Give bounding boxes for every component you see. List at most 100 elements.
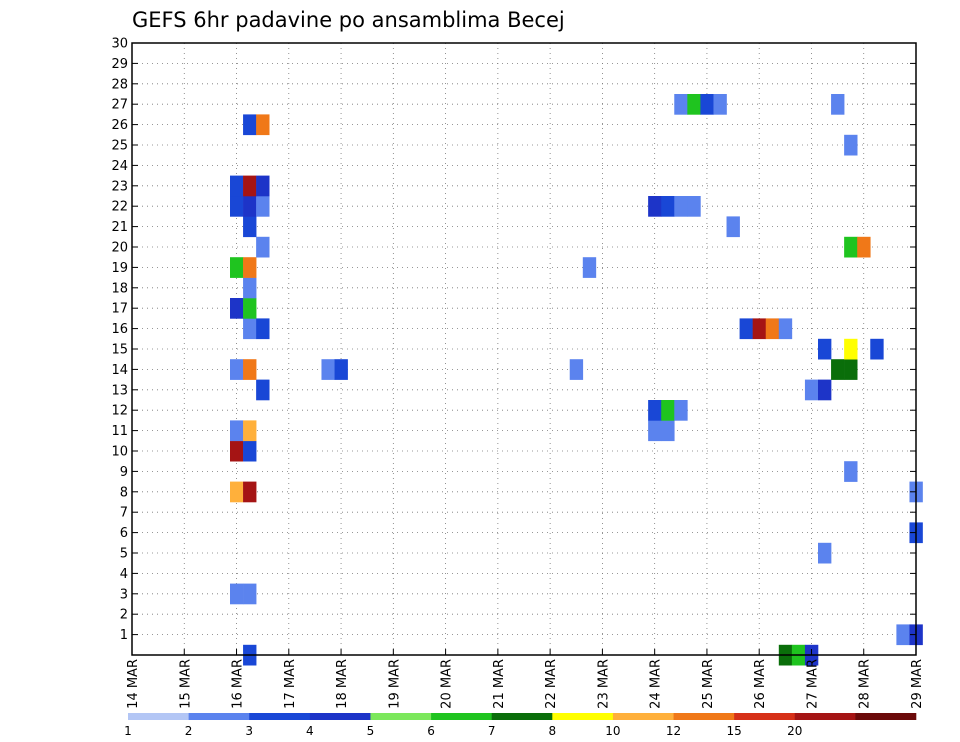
colorbar-label: 4 <box>306 724 314 738</box>
heatmap-cell <box>230 481 244 503</box>
colorbar-swatch <box>673 713 735 720</box>
heatmap-cell <box>582 257 597 278</box>
heatmap-cell <box>674 196 688 217</box>
x-tick-label: 22 MAR <box>544 659 559 709</box>
heatmap-cell <box>256 114 270 136</box>
y-tick-label: 6 <box>120 526 128 541</box>
x-tick-label: 14 MAR <box>126 659 141 709</box>
colorbar-label: 8 <box>548 724 556 738</box>
colorbar-swatch <box>612 713 674 720</box>
colorbar-swatch <box>794 713 856 720</box>
heatmap-cell <box>230 359 244 380</box>
heatmap-cell <box>674 400 688 421</box>
heatmap-cell <box>739 318 753 340</box>
colorbar-label: 20 <box>787 724 802 738</box>
heatmap-cell <box>765 318 780 340</box>
x-tick-label: 24 MAR <box>649 659 664 709</box>
y-tick-label: 27 <box>111 98 128 113</box>
heatmap-cell <box>831 94 845 115</box>
y-tick-label: 25 <box>111 139 128 154</box>
x-tick-label: 17 MAR <box>283 659 298 709</box>
y-axis-ticks: 1234567891011121314151617181920212223242… <box>111 37 916 643</box>
heatmap-cell <box>818 379 832 401</box>
y-tick-label: 10 <box>111 445 128 460</box>
heatmap-cell <box>243 583 257 605</box>
colorbar-swatch <box>552 713 614 720</box>
y-tick-label: 21 <box>111 220 128 235</box>
heatmap-cell <box>321 359 335 380</box>
heatmap-cell <box>569 359 584 380</box>
heatmap-cells <box>230 94 923 666</box>
x-tick-label: 29 MAR <box>910 659 925 709</box>
y-tick-label: 15 <box>111 343 128 358</box>
colorbar-label: 12 <box>666 724 681 738</box>
heatmap-cell <box>844 359 858 380</box>
heatmap-cell <box>661 420 675 442</box>
heatmap-cell <box>648 196 662 217</box>
colorbar-label: 3 <box>245 724 253 738</box>
y-tick-label: 16 <box>111 322 128 337</box>
y-tick-label: 19 <box>111 261 128 276</box>
heatmap-cell <box>243 277 257 299</box>
x-tick-label: 20 MAR <box>440 659 455 709</box>
y-tick-label: 28 <box>111 77 128 92</box>
heatmap-cell <box>243 440 257 462</box>
x-tick-label: 28 MAR <box>858 659 873 709</box>
heatmap-cell <box>661 400 675 421</box>
x-tick-label: 15 MAR <box>178 659 193 709</box>
heatmap-cell <box>334 359 348 380</box>
heatmap-cell <box>700 94 714 115</box>
colorbar-label: 2 <box>185 724 193 738</box>
heatmap-cell <box>648 400 662 421</box>
heatmap-cell <box>243 481 257 503</box>
y-tick-label: 4 <box>120 567 128 582</box>
heatmap-cell <box>896 624 910 646</box>
colorbar: 1 2 3 4 5 6 7 8 10 12 15 20 <box>124 713 917 738</box>
colorbar-swatch <box>855 713 917 720</box>
heatmap-cell <box>870 338 884 360</box>
y-tick-label: 1 <box>120 628 128 643</box>
y-tick-label: 9 <box>120 465 128 480</box>
heatmap-cell <box>230 175 244 197</box>
heatmap-cell <box>818 338 832 360</box>
y-tick-label: 7 <box>120 506 128 521</box>
y-tick-label: 14 <box>111 363 128 378</box>
colorbar-swatch <box>491 713 553 720</box>
y-tick-label: 2 <box>120 608 128 623</box>
heatmap-cell <box>844 236 858 258</box>
x-tick-label: 19 MAR <box>387 659 402 709</box>
y-tick-label: 13 <box>111 383 128 398</box>
colorbar-swatch <box>249 713 311 720</box>
x-axis-ticks: 14 MAR 15 MAR 16 MAR 17 MAR 18 MAR 19 MAR 20 M… <box>126 649 925 709</box>
heatmap-cell <box>818 542 832 564</box>
x-tick-label: 21 MAR <box>492 659 507 709</box>
heatmap-cell <box>230 257 244 278</box>
heatmap-cell <box>243 196 257 217</box>
colorbar-label: 5 <box>367 724 375 738</box>
y-tick-label: 24 <box>111 159 128 174</box>
y-tick-label: 11 <box>111 424 128 439</box>
y-tick-label: 29 <box>111 57 128 72</box>
heatmap-cell <box>230 440 244 462</box>
heatmap-cell <box>243 216 257 238</box>
colorbar-swatch <box>370 713 432 720</box>
y-tick-label: 5 <box>120 547 128 562</box>
heatmap-cell <box>687 94 701 115</box>
heatmap-cell <box>648 420 662 442</box>
heatmap-cell <box>726 216 740 238</box>
y-tick-label: 22 <box>111 200 128 215</box>
x-tick-label: 18 MAR <box>335 659 350 709</box>
heatmap-cell <box>230 298 244 319</box>
chart-title: GEFS 6hr padavine po ansamblima Becej <box>132 8 565 32</box>
colorbar-swatch <box>188 713 250 720</box>
heatmap-cell <box>831 359 845 380</box>
heatmap-cell <box>243 359 257 380</box>
colorbar-label: 7 <box>488 724 496 738</box>
y-tick-label: 20 <box>111 241 128 256</box>
heatmap-cell <box>844 134 858 156</box>
y-tick-label: 26 <box>111 118 128 133</box>
heatmap-cell <box>230 420 244 442</box>
y-tick-label: 23 <box>111 179 128 194</box>
heatmap-cell <box>256 379 270 401</box>
